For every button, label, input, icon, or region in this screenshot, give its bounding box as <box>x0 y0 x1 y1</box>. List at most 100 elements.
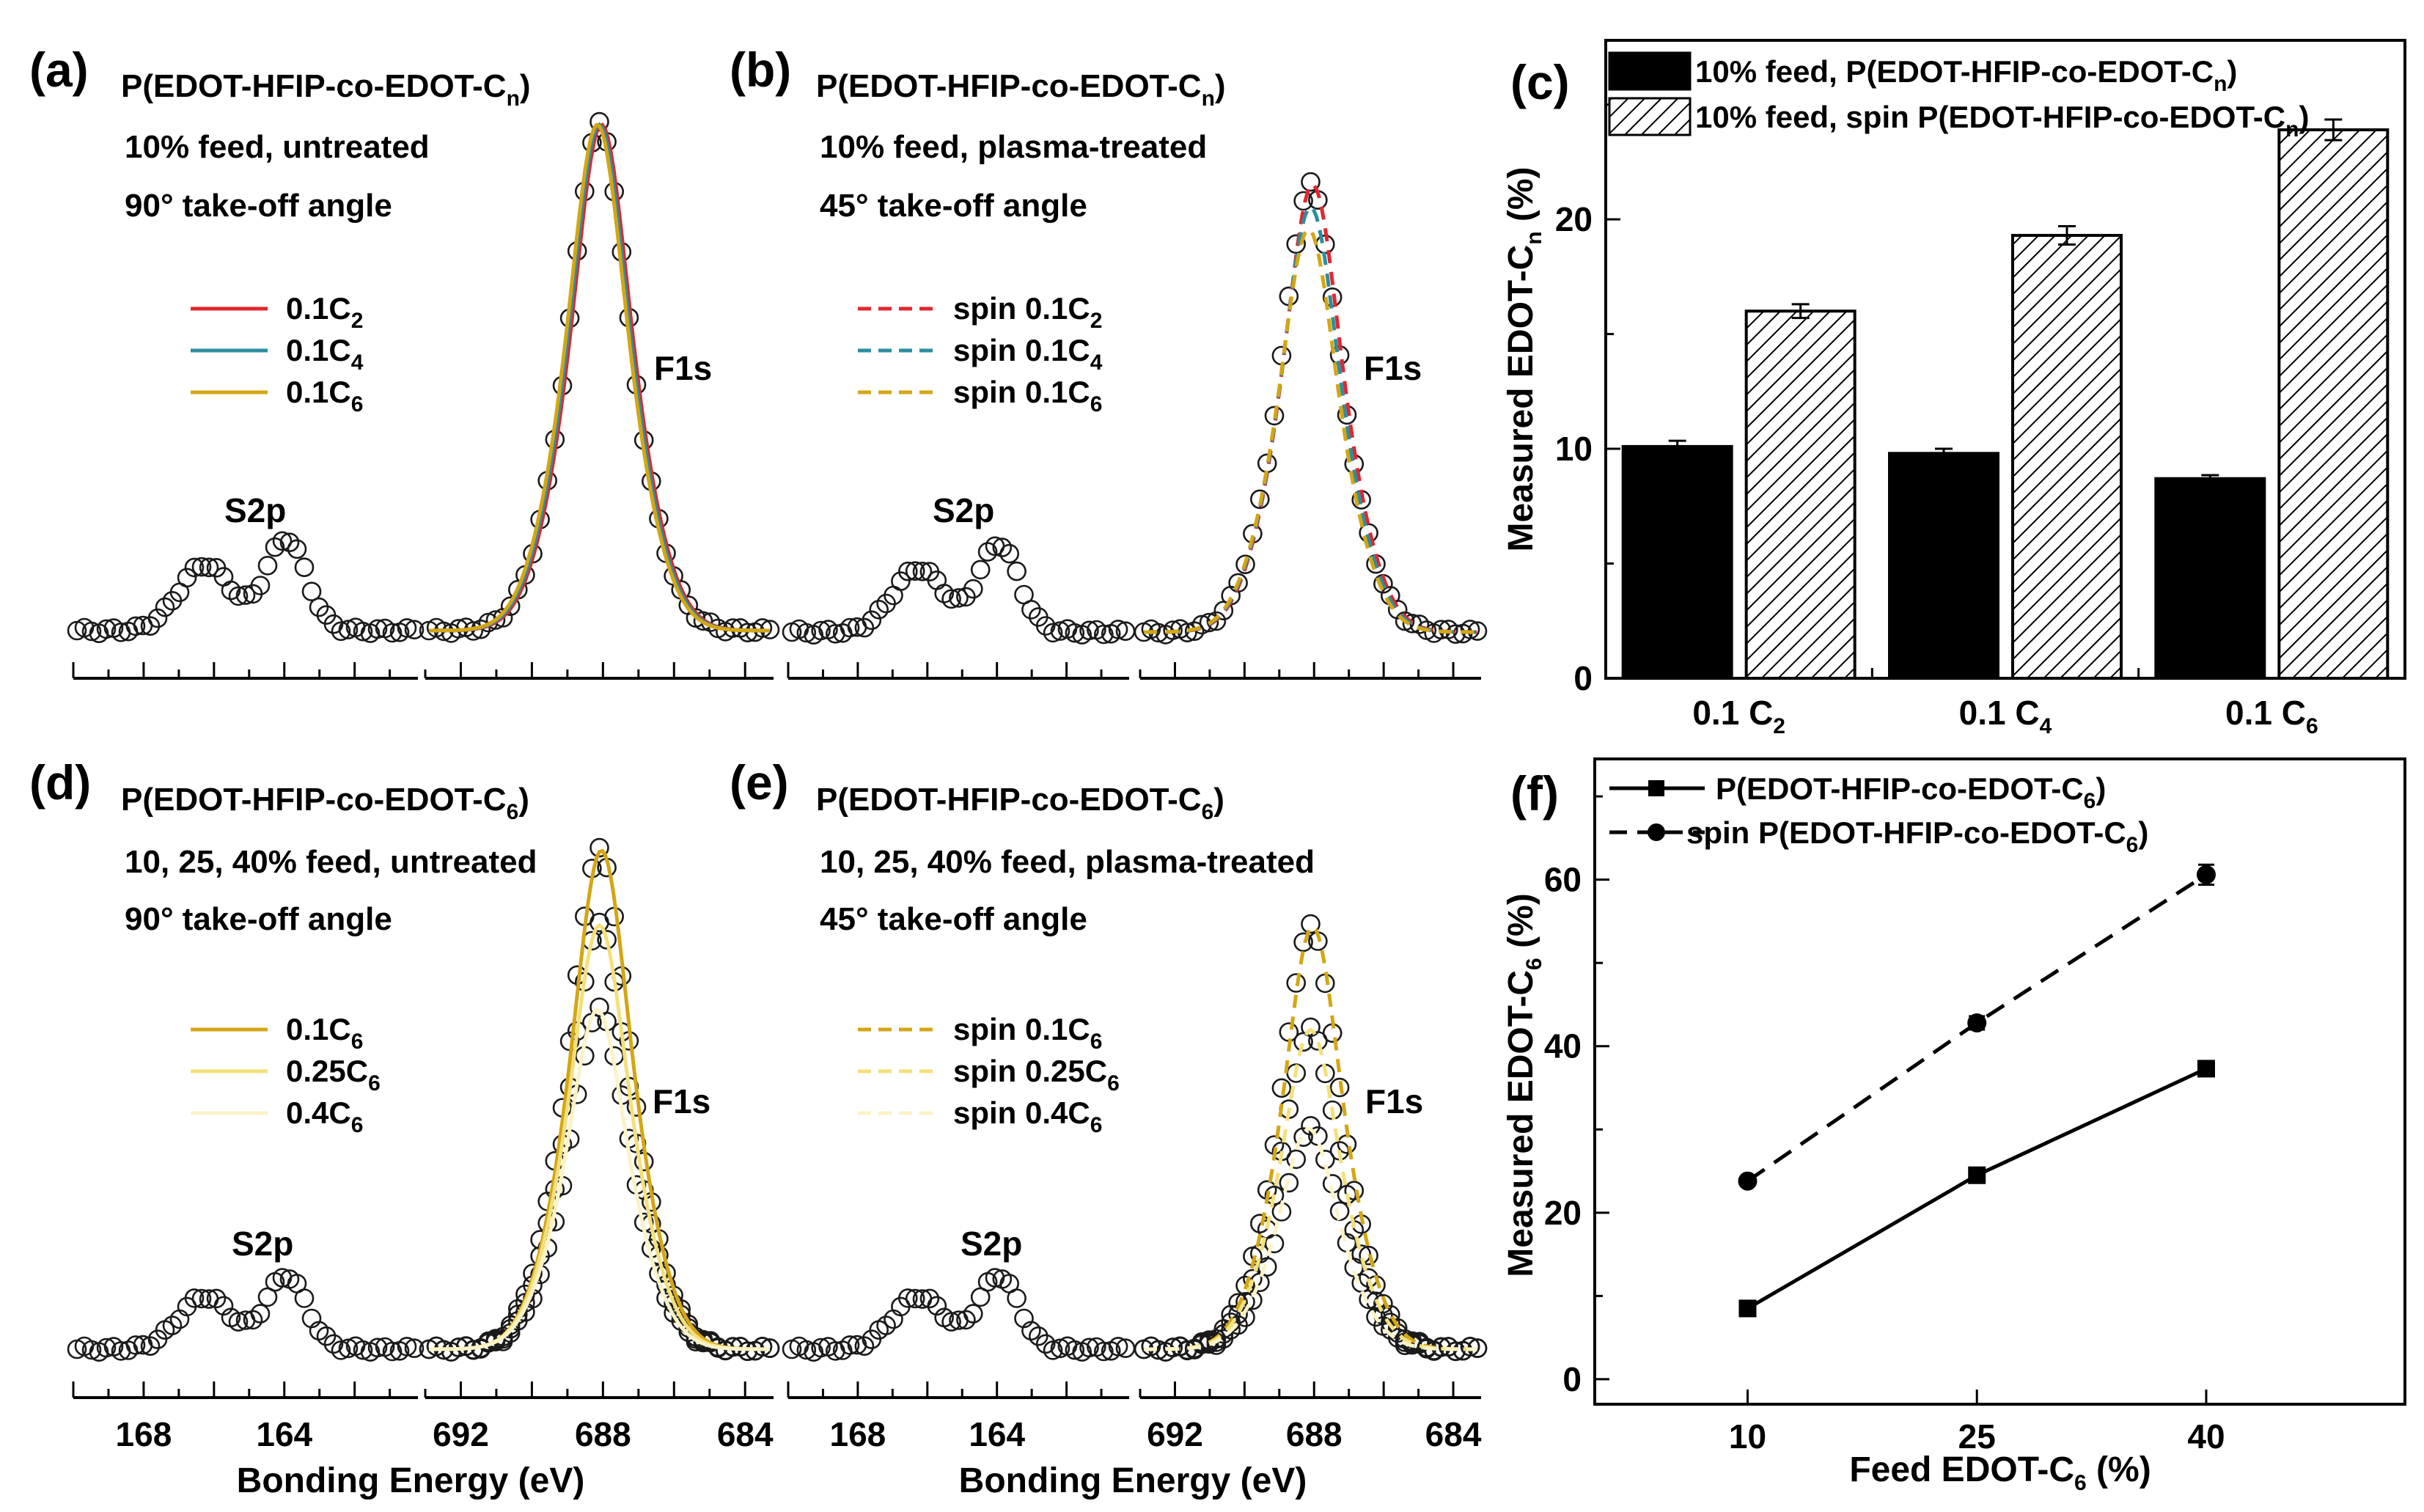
s2p-a-marker <box>353 621 373 642</box>
xps-tick-label: 164 <box>969 1415 1025 1453</box>
panel-b-angle: 45° take-off angle <box>820 188 1087 224</box>
f1s-b-marker <box>1199 612 1219 633</box>
f1s-d-marker <box>590 912 609 933</box>
panel-a: (a) P(EDOT-HFIP-co-EDOT-Cn) 10% feed, un… <box>29 43 780 680</box>
s2p-e-marker <box>1050 1338 1070 1359</box>
s2p-e-marker <box>840 1335 860 1355</box>
panel-letter-f: (f) <box>1510 766 1559 821</box>
legend-f: P(EDOT-HFIP-co-EDOT-C6)spin P(EDOT-HFIP-… <box>1609 771 2148 857</box>
f1s-d-marker <box>485 1332 506 1351</box>
series-line-f-0 <box>1747 1067 2208 1310</box>
axes-c: 0.1 C2 0.1 C4 0.1 C6 0 10 20 <box>1555 103 2318 738</box>
s2p-d-marker <box>191 1288 212 1309</box>
legend-marker-f <box>1648 823 1665 841</box>
ylabel-f: Measured EDOT-C6 (%) <box>1502 893 1546 1277</box>
s2p-a-marker <box>177 568 197 588</box>
plot-frame-c <box>1604 39 2406 680</box>
legend-label-d: 0.1C6 <box>286 1012 363 1054</box>
s2p-b-marker <box>1043 623 1063 643</box>
s2p-b-marker <box>1094 624 1114 645</box>
panel-a-condition: 10% feed, untreated <box>125 129 430 165</box>
y-tick-label-c: 0 <box>1573 659 1593 697</box>
f1s-b-fit-curve <box>1144 227 1477 634</box>
f1s-b-marker <box>1184 621 1205 642</box>
bar-feed-2 <box>2154 477 2266 680</box>
s2p-a-marker <box>404 620 425 640</box>
f1s-e-marker <box>1329 1201 1350 1222</box>
x-tick-label-f: 10 <box>1729 1417 1766 1456</box>
s2p-b-marker <box>1079 620 1099 641</box>
f1s-e-fit-curve <box>1144 1126 1477 1351</box>
f1s-b-fit-curve <box>1144 183 1477 634</box>
bar-spin-1 <box>2011 234 2123 680</box>
s2p-spectrum-a <box>67 531 425 644</box>
s2p-b-marker <box>840 617 860 638</box>
f1s-d-marker <box>752 1337 773 1357</box>
s2p-a-marker <box>287 539 307 559</box>
f1s-e-marker <box>1264 1186 1285 1205</box>
f1s-b-marker <box>1446 624 1466 645</box>
s2p-e-marker <box>905 1288 925 1309</box>
legend-label-a: 0.1C2 <box>286 291 363 333</box>
panel-d-title: P(EDOT-HFIP-co-EDOT-C6) <box>121 782 529 824</box>
f1s-a-marker <box>738 623 758 643</box>
f1s-spectrum-e <box>1134 914 1488 1362</box>
s2p-b-marker <box>1050 621 1070 641</box>
bars-c <box>1621 118 2390 680</box>
s2p-label-e: S2p <box>961 1225 1022 1263</box>
data-point-circle <box>1738 1171 1758 1191</box>
panel-a-title: P(EDOT-HFIP-co-EDOT-Cn) <box>121 68 531 111</box>
y-tick-label-c: 10 <box>1555 430 1593 468</box>
s2p-d-marker <box>331 1340 351 1360</box>
f1s-d-marker <box>738 1341 758 1362</box>
f1s-a-fit-curve <box>429 122 770 633</box>
xps-tick-label: 692 <box>1147 1415 1203 1453</box>
bar-feed-1 <box>1888 452 1999 680</box>
s2p-e-marker <box>963 1304 983 1324</box>
f1s-e-marker <box>1329 1077 1350 1098</box>
f1s-a-marker <box>500 596 521 617</box>
s2p-b-marker <box>1021 600 1041 620</box>
s2p-b-marker <box>949 588 969 608</box>
s2p-e-marker <box>898 1288 918 1308</box>
panel-b: (b) P(EDOT-HFIP-co-EDOT-Cn) 10% feed, pl… <box>730 43 1488 680</box>
s2p-a-marker <box>235 585 256 605</box>
y-tick-label-f: 60 <box>1544 861 1582 899</box>
y-tick-label-c: 20 <box>1555 200 1593 238</box>
f1s-e-marker <box>1337 1233 1357 1253</box>
legend-label-f: spin P(EDOT-HFIP-co-EDOT-C6) <box>1686 815 2148 857</box>
s2p-e-marker <box>919 1288 940 1309</box>
s2p-a-marker <box>191 557 212 577</box>
s2p-label-b: S2p <box>933 491 994 529</box>
legend-label-e: spin 0.1C6 <box>953 1012 1102 1054</box>
s2p-label-a: S2p <box>224 491 286 529</box>
legend-label-b: spin 0.1C2 <box>953 291 1102 333</box>
legend-swatch-c <box>1608 97 1692 136</box>
f1s-b-marker <box>1293 191 1313 211</box>
xps-ticks: 168 164 692 688 684 168 164 692 688 684 <box>72 662 1482 1453</box>
f1s-b-marker <box>1387 599 1408 620</box>
panel-d-condition: 10, 25, 40% feed, untreated <box>125 844 537 880</box>
s2p-e-marker <box>941 1312 961 1332</box>
legend-label-e: spin 0.4C6 <box>953 1096 1102 1137</box>
y-tick-label-f: 0 <box>1562 1360 1582 1398</box>
s2p-b-marker <box>1108 620 1128 639</box>
s2p-spectrum-e <box>782 1268 1136 1362</box>
f1s-e-marker <box>1271 1078 1292 1098</box>
xps-tick-label: 688 <box>1286 1415 1343 1453</box>
s2p-a-marker <box>199 557 219 578</box>
f1s-a-fit-curve <box>429 122 770 633</box>
bar-feed-0 <box>1621 444 1733 680</box>
s2p-d-marker <box>338 1338 359 1359</box>
s2p-a-marker <box>272 531 293 551</box>
s2p-b-marker <box>891 571 911 591</box>
f1s-d-fit-curve <box>429 1008 770 1351</box>
panel-d-angle: 90° take-off angle <box>125 901 392 937</box>
xlabel-e: Bonding Energy (eV) <box>959 1461 1307 1500</box>
f1s-label-a: F1s <box>654 349 712 387</box>
plot-frame-f <box>1593 757 2406 1406</box>
s2p-d-marker <box>140 1336 161 1356</box>
